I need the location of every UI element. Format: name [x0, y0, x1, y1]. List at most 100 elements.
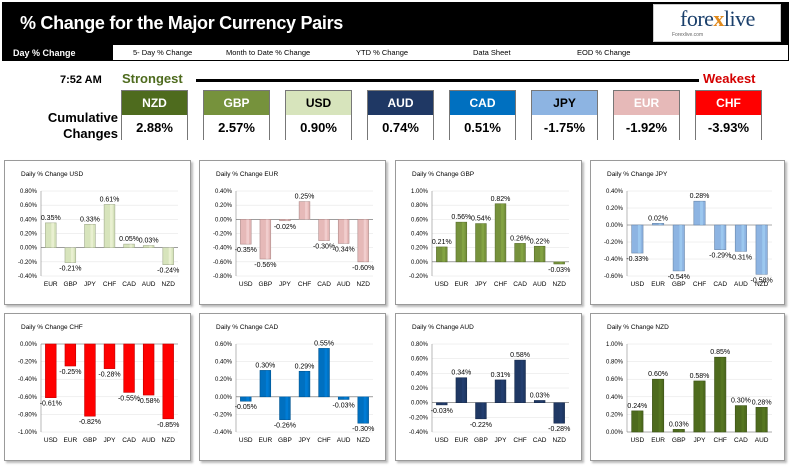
tab-data-sheet[interactable]: Data Sheet — [473, 48, 511, 57]
bar-body — [318, 348, 330, 398]
bar-highlight — [637, 225, 641, 254]
chart-title: Daily % Change NZD — [607, 324, 669, 331]
y-tick-label: 0.60% — [20, 203, 38, 209]
bar-body — [259, 370, 272, 398]
bar-body — [64, 343, 77, 367]
bar-cad — [123, 243, 135, 248]
data-label: -0.56% — [254, 262, 276, 269]
bar-body — [734, 405, 747, 433]
bar-highlight — [658, 379, 662, 432]
bar-jpy — [298, 370, 311, 398]
currency-cumulative-value: -1.75% — [532, 115, 597, 140]
currency-box-cad: CAD 0.51% — [449, 90, 516, 140]
data-label: -0.30% — [313, 244, 335, 251]
bar-body — [494, 203, 507, 263]
y-tick-label: 0.40% — [411, 232, 429, 238]
category-label: JPY — [299, 437, 312, 444]
bar-jpy — [693, 380, 706, 433]
bar-jpy — [494, 379, 507, 403]
tab-month-to-date[interactable]: Month to Date % Change — [226, 48, 311, 57]
bar-highlight — [110, 344, 113, 369]
currency-code: CAD — [450, 91, 515, 115]
bar-body — [734, 224, 747, 252]
data-label: -0.28% — [98, 372, 120, 379]
currency-box-aud: AUD 0.74% — [367, 90, 434, 140]
bar-aud — [337, 396, 350, 400]
bar-cad — [514, 243, 526, 263]
bar-highlight — [324, 219, 328, 241]
currency-code: AUD — [368, 91, 433, 115]
data-label: -0.03% — [431, 408, 453, 415]
bar-body — [475, 402, 487, 420]
category-label: GBP — [278, 437, 292, 444]
currency-cumulative-value: 0.74% — [368, 115, 433, 140]
bar-highlight — [762, 407, 766, 432]
bar-nzd — [553, 402, 565, 424]
currency-cumulative-value: 0.90% — [286, 115, 351, 140]
bar-jpy — [103, 343, 116, 369]
chart-title: Daily % Change JPY — [607, 171, 668, 178]
forexlive-logo[interactable]: forexlive Forexlive.com — [653, 4, 781, 42]
data-label: -0.54% — [668, 274, 690, 281]
tab-ytd-change[interactable]: YTD % Change — [356, 48, 409, 57]
y-tick-label: -0.20% — [409, 415, 429, 421]
data-label: -0.82% — [79, 419, 101, 426]
bar-body — [123, 243, 135, 248]
y-tick-label: 0.20% — [606, 412, 624, 418]
bar-usd — [631, 224, 644, 254]
chart-panel-2: Daily % Change GBP 1.00% 0.80% 0.60% 0.40% 0.… — [395, 160, 582, 305]
bar-nzd — [553, 261, 565, 265]
tab-5-day-change[interactable]: 5- Day % Change — [133, 48, 193, 57]
bar-body — [514, 359, 526, 403]
tab-eod-change[interactable]: EOD % Change — [577, 48, 631, 57]
data-label: 0.82% — [491, 196, 511, 203]
y-tick-label: -0.20% — [18, 260, 38, 266]
bar-gbp — [64, 247, 77, 263]
bar-highlight — [520, 243, 524, 262]
currency-code: CHF — [696, 91, 761, 115]
data-label: -0.25% — [59, 369, 81, 376]
category-label: EUR — [454, 281, 468, 288]
bar-cad — [123, 343, 135, 393]
bar-eur — [455, 221, 468, 263]
bar-highlight — [762, 225, 766, 275]
category-label: EUR — [63, 437, 77, 444]
bar-chart: Daily % Change GBP1.00%0.80%0.60%0.40%0.… — [409, 171, 570, 288]
y-tick-label: 0.20% — [411, 246, 429, 252]
y-tick-label: 0.80% — [411, 342, 429, 348]
bar-chf — [693, 200, 706, 226]
data-label: 0.05% — [119, 236, 139, 243]
y-tick-label: -0.60% — [213, 260, 233, 266]
bar-body — [84, 223, 96, 248]
bar-highlight — [149, 245, 152, 248]
chart-title: Daily % Change AUD — [412, 324, 474, 331]
chart-panel-7: Daily % Change NZD 1.00% 0.80% 0.60% 0.40% 0.… — [590, 313, 785, 461]
bar-highlight — [442, 246, 446, 262]
y-tick-label: -0.40% — [604, 257, 624, 263]
bar-body — [475, 223, 487, 263]
weakest-label: Weakest — [703, 71, 756, 86]
bar-body — [533, 400, 546, 403]
y-tick-label: 0.00% — [215, 217, 233, 223]
bar-body — [652, 222, 665, 226]
data-label: 0.25% — [295, 194, 315, 201]
bar-usd — [240, 396, 252, 402]
bar-body — [455, 377, 468, 403]
y-tick-label: 0.00% — [606, 430, 624, 436]
y-tick-label: 1.00% — [411, 189, 429, 195]
currency-box-gbp: GBP 2.57% — [203, 90, 270, 140]
category-label: EUR — [454, 437, 468, 444]
bar-eur — [455, 377, 468, 403]
bar-highlight — [520, 360, 524, 403]
data-label: -0.05% — [235, 404, 257, 411]
bar-highlight — [637, 410, 641, 432]
y-tick-label: 0.20% — [411, 386, 429, 392]
category-label: CAD — [734, 437, 748, 444]
category-label: CHF — [103, 281, 116, 288]
bar-body — [84, 343, 96, 417]
data-label: 0.85% — [710, 349, 730, 356]
bar-chart: Daily % Change AUD 0.80% 0.60% 0.40% 0.20% 0.… — [409, 324, 570, 444]
bar-chart: Daily % Change CAD0.60%0.40%0.20%0.00%-0… — [213, 324, 374, 444]
tab-day-change[interactable]: Day % Change — [3, 45, 113, 60]
bar-cad — [714, 224, 727, 250]
